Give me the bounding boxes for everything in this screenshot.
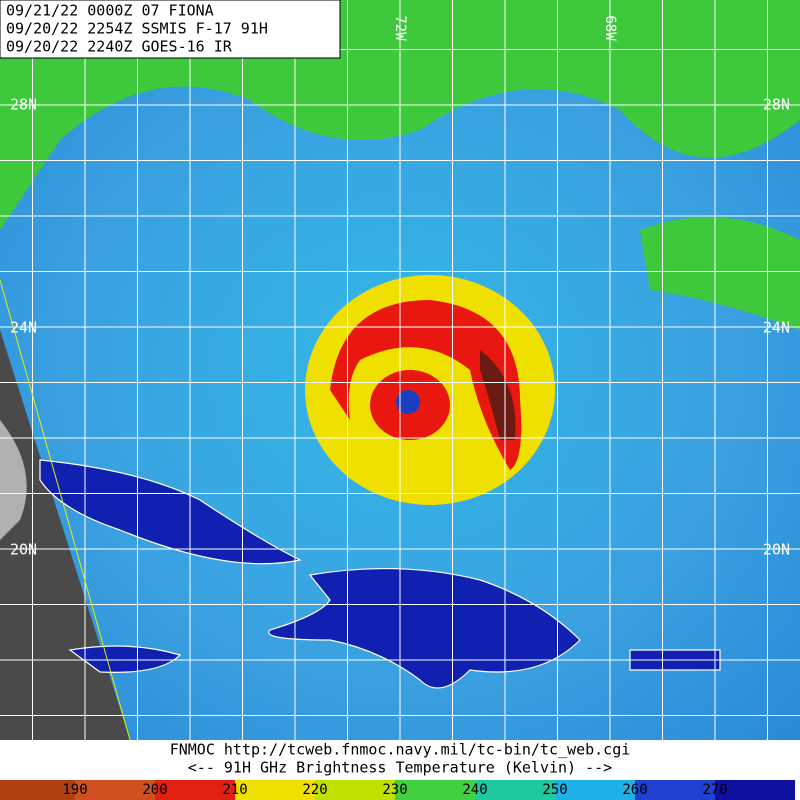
cuba: [39, 459, 302, 565]
storm-band: [330, 300, 522, 470]
lat-label: 20N: [763, 541, 790, 559]
coordinate-labels: 28N 28N 24N 24N 20N 20N 72W 68W: [10, 15, 790, 558]
colorbar-segment: [395, 780, 475, 800]
colorbar-segment: [715, 780, 795, 800]
colorbar-label: 200: [142, 782, 167, 798]
colorbar-label: 260: [622, 782, 647, 798]
colorbar: 190 200 210 220 230 240 250 260 270: [0, 780, 795, 800]
header-line: 09/20/22 2254Z SSMIS F-17 91H: [6, 20, 268, 38]
lat-label: 24N: [10, 319, 37, 337]
lat-label: 28N: [763, 96, 790, 114]
colorbar-segment: [75, 780, 155, 800]
cloud-band: [640, 217, 800, 330]
colorbar-segment: [475, 780, 555, 800]
ir-cloud: [0, 420, 27, 540]
storm-core: [480, 350, 516, 440]
colorbar-segment: [235, 780, 315, 800]
colorbar-label: 270: [702, 782, 727, 798]
colorbar-segment: [555, 780, 635, 800]
colorbar-segment: [315, 780, 395, 800]
lon-label: 72W: [392, 15, 408, 41]
terminator: [0, 279, 131, 740]
colorbar-label: 210: [222, 782, 247, 798]
colorbar-label: 220: [302, 782, 327, 798]
eye: [396, 390, 420, 414]
footer-caption: <-- 91H GHz Brightness Temperature (Kelv…: [188, 759, 612, 777]
header-line: 09/21/22 0000Z 07 FIONA: [6, 2, 214, 20]
colorbar-label: 230: [382, 782, 407, 798]
colorbar-label: 250: [542, 782, 567, 798]
colorbar-segment: [0, 780, 75, 800]
colorbar-segment: [155, 780, 235, 800]
lat-label: 24N: [763, 319, 790, 337]
map-area: [0, 0, 800, 740]
colorbar-label: 240: [462, 782, 487, 798]
header-box: [0, 0, 341, 59]
footer-source: FNMOC http://tcweb.fnmoc.navy.mil/tc-bin…: [170, 741, 631, 759]
hispaniola: [268, 567, 581, 689]
lon-label: 68W: [602, 15, 618, 41]
lat-label: 28N: [10, 96, 37, 114]
header-line: 09/20/22 2240Z GOES-16 IR: [6, 38, 233, 56]
colorbar-label: 190: [62, 782, 87, 798]
colorbar-segment: [635, 780, 715, 800]
jamaica: [68, 645, 182, 673]
lat-label: 20N: [10, 541, 37, 559]
grid: [0, 279, 131, 740]
